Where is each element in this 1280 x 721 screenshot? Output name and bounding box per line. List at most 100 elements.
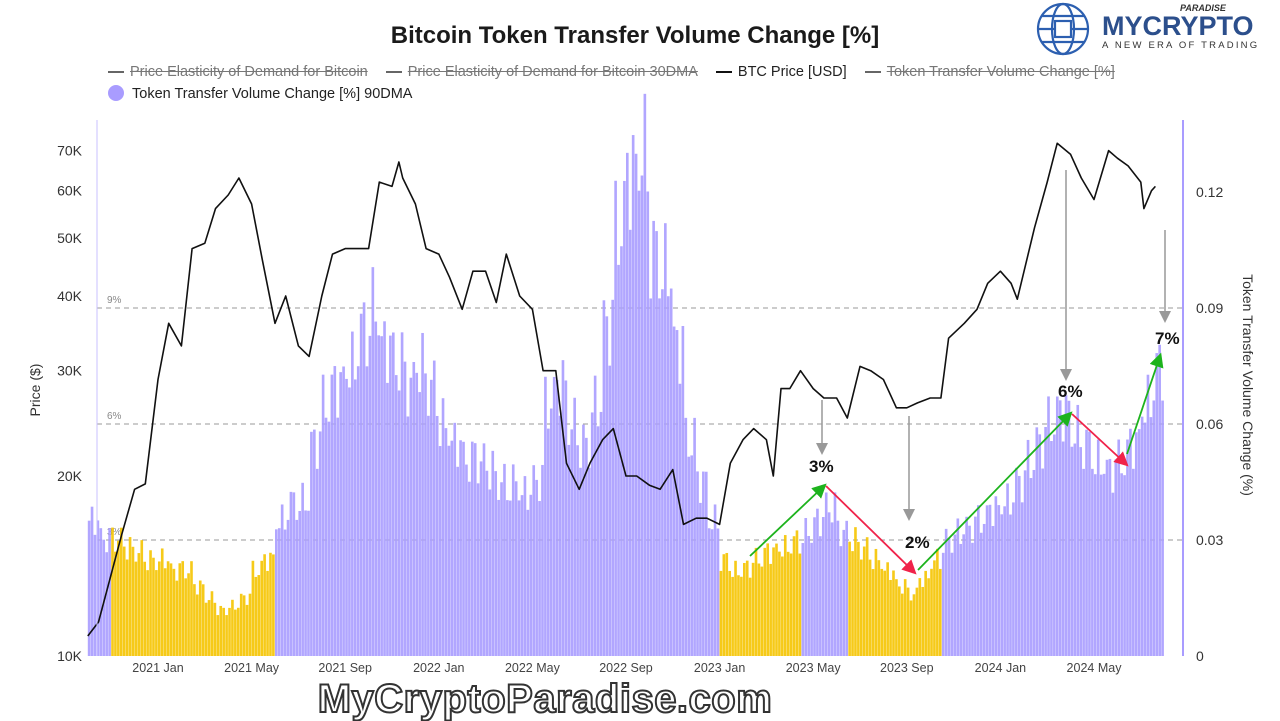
volume-bar <box>722 554 726 656</box>
up-arrow <box>749 483 827 557</box>
volume-bar <box>909 600 913 656</box>
y-left-tick-label: 30K <box>57 363 83 379</box>
volume-bar <box>392 332 395 656</box>
volume-bar <box>640 175 644 657</box>
volume-bar <box>476 483 480 656</box>
volume-bar <box>1132 468 1135 656</box>
legend-item-volume-90dma[interactable]: Token Transfer Volume Change [%] 90DMA <box>108 85 412 102</box>
volume-bar <box>699 502 702 656</box>
volume-bar <box>427 415 430 656</box>
annotation-label: 7% <box>1155 329 1180 348</box>
volume-bar <box>587 467 591 656</box>
volume-bar <box>257 575 261 656</box>
volume-bar <box>184 578 187 656</box>
volume-bar <box>555 379 559 656</box>
volume-bar <box>704 471 708 656</box>
volume-bar <box>892 570 895 656</box>
volume-bar <box>353 379 357 656</box>
volume-bar <box>1094 474 1097 656</box>
volume-bar <box>611 299 614 656</box>
volume-bar <box>122 546 126 656</box>
y-left-tick-label: 50K <box>57 230 83 246</box>
y-right-tick-label: 0.03 <box>1196 532 1223 548</box>
volume-bar <box>356 366 360 656</box>
volume-bar <box>880 568 884 656</box>
volume-bar <box>874 548 878 656</box>
volume-bar <box>222 607 225 656</box>
volume-bar <box>289 491 293 656</box>
reference-line-label: 9% <box>107 295 122 306</box>
volume-bar <box>652 220 655 656</box>
volume-bar <box>389 335 392 656</box>
volume-bar <box>418 392 421 656</box>
volume-bar <box>836 520 840 656</box>
volume-bar <box>266 570 269 656</box>
volume-bar <box>1055 396 1059 656</box>
volume-bar <box>111 527 114 656</box>
volume-bar <box>1073 443 1077 656</box>
volume-bar <box>397 390 401 656</box>
volume-bar <box>593 375 597 656</box>
volume-bar <box>824 492 828 656</box>
y-right-tick-label: 0.09 <box>1196 300 1223 316</box>
volume-bar <box>1079 447 1082 656</box>
volume-bar <box>315 468 319 656</box>
volume-bar <box>564 380 568 656</box>
volume-bar <box>374 321 378 656</box>
volume-bar <box>857 541 860 656</box>
legend-item-volume-change[interactable]: Token Transfer Volume Change [%] <box>864 64 1115 80</box>
volume-bar <box>1006 483 1009 656</box>
volume-bar <box>1091 468 1094 656</box>
volume-bar <box>585 437 588 656</box>
volume-bar <box>146 570 149 656</box>
volume-bar <box>693 417 696 656</box>
volume-bar <box>383 321 386 656</box>
volume-bar <box>915 587 919 656</box>
line-swatch-icon <box>385 71 402 73</box>
volume-bar <box>473 443 477 656</box>
volume-bar <box>1102 473 1106 656</box>
y-left-tick-label: 70K <box>57 143 83 159</box>
volume-bar <box>236 607 240 656</box>
volume-bar <box>239 593 243 656</box>
line-swatch-icon <box>715 71 732 73</box>
volume-bar <box>216 615 220 656</box>
volume-bar <box>333 366 337 656</box>
volume-bar <box>87 520 91 656</box>
volume-bar <box>160 548 164 656</box>
volume-bar <box>988 504 992 656</box>
watermark: MyCryptoParadise.com <box>317 677 773 721</box>
volume-bar <box>737 575 740 656</box>
volume-bar <box>956 518 960 656</box>
volume-bar <box>494 471 497 656</box>
volume-bar <box>234 609 237 656</box>
volume-bar <box>570 429 574 656</box>
volume-bar <box>798 553 802 656</box>
volume-bar <box>503 463 506 656</box>
volume-bar <box>1129 428 1132 656</box>
volume-bar <box>713 504 717 656</box>
volume-bar <box>664 223 667 657</box>
volume-bar <box>295 519 299 656</box>
volume-bar <box>1155 353 1159 656</box>
volume-bar <box>979 532 983 656</box>
volume-bar <box>117 540 120 656</box>
legend-item-elasticity[interactable]: Price Elasticity of Demand for Bitcoin <box>108 64 368 80</box>
volume-bar <box>1140 416 1144 656</box>
x-tick-label: 2024 Jan <box>975 661 1026 675</box>
volume-bar <box>119 527 123 656</box>
legend-item-btc-price[interactable]: BTC Price [USD] <box>715 64 847 80</box>
volume-bar <box>558 415 562 656</box>
volume-bar <box>944 528 948 656</box>
y-left-tick-label: 40K <box>57 288 83 304</box>
x-tick-label: 2021 Sep <box>318 661 372 675</box>
volume-bar <box>862 546 866 656</box>
svg-text:MYCRYPTO: MYCRYPTO <box>1102 11 1254 41</box>
volume-bar <box>1152 400 1156 656</box>
legend-item-elasticity-30dma[interactable]: Price Elasticity of Demand for Bitcoin 3… <box>385 64 698 80</box>
volume-bar <box>459 440 462 656</box>
volume-bar <box>702 471 705 656</box>
svg-text:A NEW ERA OF TRADING: A NEW ERA OF TRADING <box>1102 40 1259 51</box>
volume-bar <box>163 568 167 656</box>
volume-bar <box>968 525 971 656</box>
